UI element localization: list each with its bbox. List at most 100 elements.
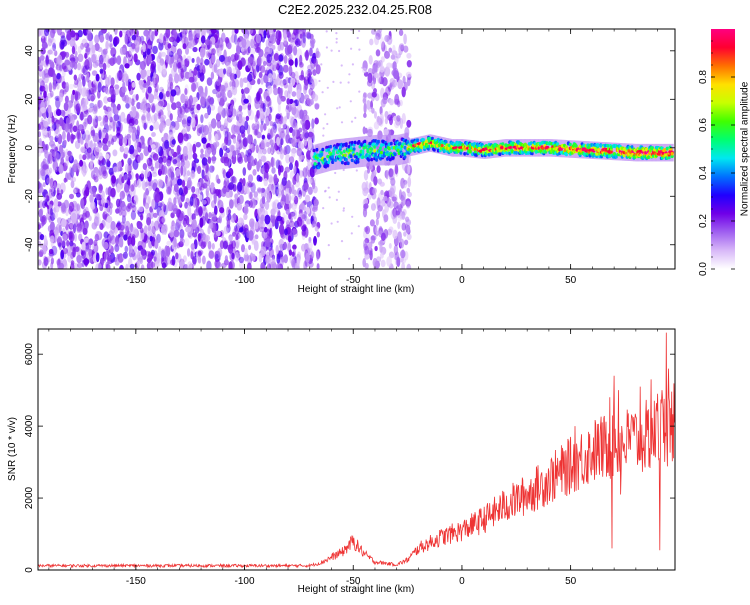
spectrogram-noise-cell [248,56,254,63]
spectrogram-noise-cell [245,187,250,194]
spectrogram-noise-cell [171,222,176,231]
spectrogram-noise-cell [220,240,224,249]
spectrogram-noise-cell [71,213,77,224]
spectrogram-noise-cell [399,212,405,219]
spectrogram-noise-cell [116,199,120,207]
spectrogram-noise-cell [182,127,187,135]
spectrogram-noise-cell [155,83,159,93]
spectrogram-noise-cell [99,129,102,139]
spectrogram-noise-cell [313,237,317,243]
spectrogram-noise-cell [189,95,193,105]
spectrogram-noise-cell [181,112,184,119]
spectrogram-noise-cell [364,254,369,260]
spectrogram-noise-cell [125,103,129,109]
spectrogram-noise-cell [322,207,324,209]
spectrogram-noise-cell [101,27,107,34]
spectrogram-noise-cell [107,97,113,102]
spectrogram-noise-cell [144,192,147,201]
spectrogram-noise-cell [340,82,342,84]
spectrogram-noise-cell [184,88,187,95]
x-tick-label: 0 [459,275,465,286]
x-tick-label: -100 [235,275,255,286]
spectrogram-noise-cell [122,95,127,101]
spectrogram-noise-cell [274,174,278,185]
spectrogram-noise-cell [217,179,221,184]
spectrogram-noise-cell [90,95,94,101]
spectrogram-noise-cell [83,165,88,173]
spectrogram-noise-cell [217,120,222,129]
spectrogram-noise-cell [166,187,171,195]
spectrogram-noise-cell [153,153,159,161]
spectrogram-noise-cell [102,171,108,179]
spectrogram-noise-cell [389,243,392,249]
spectrogram-noise-cell [288,103,292,112]
spectrogram-noise-cell [215,141,219,147]
spectrogram-noise-cell [64,178,67,183]
spectrogram-noise-cell [132,35,136,41]
spectrogram-noise-cell [91,84,96,94]
spectrogram-noise-cell [125,164,129,174]
spectrogram-noise-cell [92,129,95,136]
spectrogram-noise-cell [145,203,150,210]
spectrogram-noise-cell [241,38,246,48]
spectrogram-noise-cell [332,81,334,83]
spectrogram-noise-cell [396,257,400,268]
spectrogram-noise-cell [111,175,116,184]
spectrogram-noise-cell [109,206,112,215]
spectrogram-noise-cell [137,261,140,267]
spectrogram-noise-cell [146,30,149,39]
spectrogram-noise-cell [364,170,368,181]
spectrogram-noise-cell [374,122,379,130]
spectrogram-noise-cell [246,150,249,157]
spectrogram-noise-cell [52,150,57,157]
spectrogram-noise-cell [195,64,200,70]
spectrogram-noise-cell [91,45,95,54]
spectrogram-noise-cell [272,60,277,68]
spectrogram-noise-cell [328,187,330,189]
spectrogram-noise-cell [125,35,128,45]
spectrogram-noise-cell [161,248,165,259]
spectrogram-noise-cell [234,34,237,45]
spectrogram-noise-cell [77,263,83,269]
spectrogram-noise-cell [274,53,279,61]
spectrogram-noise-cell [96,252,100,262]
spectrogram-noise-cell [260,77,264,85]
spectrogram-noise-cell [308,179,312,184]
spectrogram-noise-cell [175,252,178,259]
spectrogram-noise-cell [136,147,141,152]
spectrogram-noise-cell [77,62,81,70]
spectrogram-noise-cell [85,48,89,58]
spectrogram-noise-cell [50,208,53,216]
spectrogram-noise-cell [299,109,304,119]
spectrogram-noise-cell [270,251,273,257]
spectrogram-noise-cell [219,42,224,48]
spectrogram-noise-cell [239,195,244,204]
spectrogram-noise-cell [46,195,49,202]
spectrogram-noise-cell [51,258,54,265]
spectrogram-noise-cell [372,92,377,98]
spectrogram-noise-cell [254,222,259,230]
spectrogram-noise-cell [276,245,279,254]
spectrogram-noise-cell [169,230,174,238]
spectrogram-noise-cell [151,106,155,112]
spectrogram-noise-cell [389,226,394,232]
spectrogram-noise-cell [350,100,352,102]
spectrogram-noise-cell [64,140,67,146]
spectrogram-noise-cell [373,170,376,176]
spectrogram-noise-cell [64,123,68,132]
spectrogram-noise-cell [55,230,59,238]
spectrogram-noise-cell [260,246,266,256]
spectrogram-noise-cell [277,89,280,95]
spectrogram-noise-cell [396,115,400,122]
spectrogram-noise-cell [190,196,194,206]
spectrogram-noise-cell [343,210,345,212]
spectrogram-noise-cell [107,256,112,261]
spectrogram-noise-cell [329,196,331,198]
spectrogram-cells [36,24,675,274]
spectrogram-noise-cell [280,88,283,94]
spectrogram-noise-cell [249,144,253,149]
spectrogram-noise-cell [100,68,104,73]
spectrogram-noise-cell [295,58,298,68]
spectrogram-noise-cell [76,131,81,139]
